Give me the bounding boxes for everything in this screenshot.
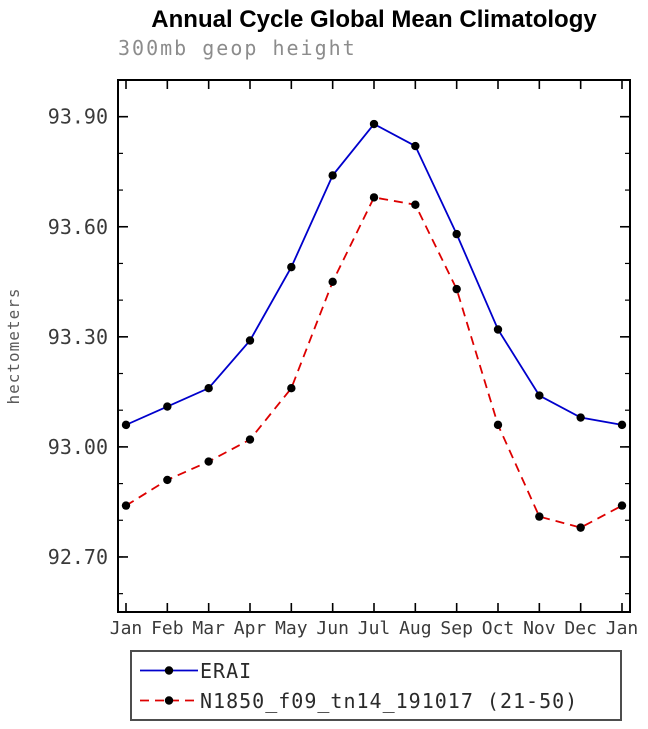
svg-text:Jul: Jul	[358, 618, 391, 639]
chart-legend: ERAI N1850_f09_tn14_191017 (21-50)	[130, 650, 622, 721]
svg-text:Oct: Oct	[482, 618, 515, 639]
svg-text:93.00: 93.00	[48, 435, 108, 459]
n1850-line-sample-icon	[140, 696, 198, 705]
chart-subtitle: 300mb geop height	[118, 36, 357, 60]
legend-label-n1850: N1850_f09_tn14_191017 (21-50)	[200, 688, 579, 713]
svg-text:Aug: Aug	[399, 618, 432, 639]
svg-text:Sep: Sep	[440, 618, 473, 639]
svg-text:Mar: Mar	[192, 618, 225, 639]
erai-line-sample-icon	[140, 666, 198, 675]
legend-entry-n1850: N1850_f09_tn14_191017 (21-50)	[140, 686, 612, 715]
legend-entry-erai: ERAI	[140, 656, 612, 685]
chart-title: Annual Cycle Global Mean Climatology	[151, 6, 597, 33]
svg-text:Jan: Jan	[606, 618, 639, 639]
svg-text:93.30: 93.30	[48, 325, 108, 349]
svg-text:Nov: Nov	[523, 618, 556, 639]
svg-text:92.70: 92.70	[48, 545, 108, 569]
svg-text:93.60: 93.60	[48, 215, 108, 239]
svg-text:Jan: Jan	[110, 618, 143, 639]
svg-text:May: May	[275, 618, 308, 639]
svg-text:Feb: Feb	[151, 618, 184, 639]
svg-text:Dec: Dec	[564, 618, 597, 639]
svg-text:Jun: Jun	[316, 618, 349, 639]
svg-text:93.90: 93.90	[48, 105, 108, 129]
legend-label-erai: ERAI	[200, 658, 253, 683]
svg-text:Apr: Apr	[234, 618, 267, 639]
